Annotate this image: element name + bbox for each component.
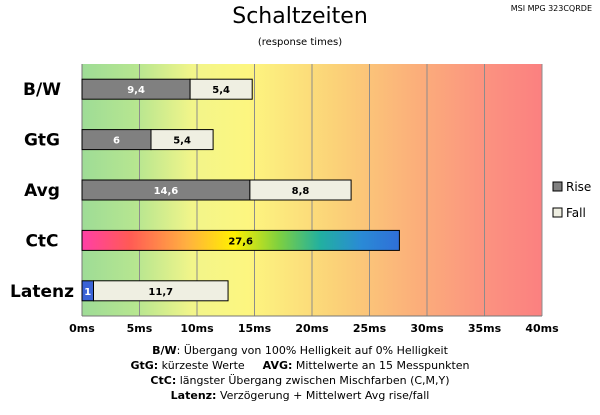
x-tick-label: 30ms xyxy=(410,322,444,335)
bar-fall-label: 8,8 xyxy=(292,186,310,197)
bar-fall xyxy=(93,280,229,302)
chart-subtitle: (response times) xyxy=(257,37,343,48)
footnote-bw-text: : Übergang von 100% Helligkeit auf 0% He… xyxy=(176,344,448,357)
x-tick-label: 20ms xyxy=(295,322,329,335)
bar-rise-label: 9,4 xyxy=(127,85,145,96)
footnote-latenz-text: Verzögerung + Mittelwert Avg rise/fall xyxy=(216,389,430,402)
x-tick-label: 15ms xyxy=(238,322,272,335)
x-tick-label: 10ms xyxy=(180,322,214,335)
footnote-ctc: CtC: längster Übergang zwischen Mischfar… xyxy=(0,374,600,387)
response-time-chart: 9,4 5,4 6 5,4 14,6 8,8 27,6 1 11,7 B/W GtG Avg CtC L… xyxy=(10,64,591,335)
category-label: Latenz xyxy=(10,282,74,302)
legend-swatch xyxy=(552,207,563,218)
legend-swatch xyxy=(552,181,563,192)
footnote-gtg-text: kürzeste Werte xyxy=(158,359,245,372)
bar-fall xyxy=(150,129,214,151)
category-label: CtC xyxy=(25,231,58,251)
legend-label: Fall xyxy=(566,206,586,220)
bar-rise-label: 27,6 xyxy=(228,236,253,247)
bar-rise-label: 6 xyxy=(113,136,120,147)
footnote-gtg-avg: GtG: kürzeste Werte AVG: Mittelwerte an 1… xyxy=(0,359,600,372)
bar-rise-label: 14,6 xyxy=(154,186,179,197)
bar-rise-label: 1 xyxy=(84,287,91,298)
x-tick-label: 25ms xyxy=(353,322,387,335)
bar-rise xyxy=(81,229,400,251)
monitor-model: MSI MPG 323CQRDE xyxy=(510,4,592,13)
category-label: B/W xyxy=(23,80,61,100)
footnote-ctc-text: längster Übergang zwischen Mischfarben (… xyxy=(176,374,450,387)
footnote-avg-text: Mittelwerte an 15 Messpunkten xyxy=(292,359,470,372)
chart-title: Schaltzeiten xyxy=(232,4,368,29)
x-tick-label: 5ms xyxy=(127,322,153,335)
footnote-ctc-key: CtC: xyxy=(150,374,177,387)
bar-fall-label: 5,4 xyxy=(212,85,230,96)
category-label: Avg xyxy=(24,181,60,201)
footnote-avg-key: AVG: xyxy=(262,359,293,372)
x-tick-label: 40ms xyxy=(525,322,559,335)
footnote-bw-key: B/W xyxy=(152,344,177,357)
bar-fall-label: 5,4 xyxy=(173,136,191,147)
bar-fall xyxy=(189,78,253,100)
bar-fall xyxy=(249,179,352,201)
footnote-gtg-key: GtG: xyxy=(130,359,159,372)
footnote-latenz: Latenz: Verzögerung + Mittelwert Avg ris… xyxy=(0,389,600,402)
footnote-latenz-key: Latenz: xyxy=(170,389,217,402)
bar-fall-label: 11,7 xyxy=(148,287,173,298)
category-label: GtG xyxy=(24,131,60,151)
footnote-bw: B/W: Übergang von 100% Helligkeit auf 0%… xyxy=(0,344,600,357)
x-tick-label: 35ms xyxy=(468,322,502,335)
legend-label: Rise xyxy=(566,180,591,194)
x-tick-label: 0ms xyxy=(69,322,95,335)
